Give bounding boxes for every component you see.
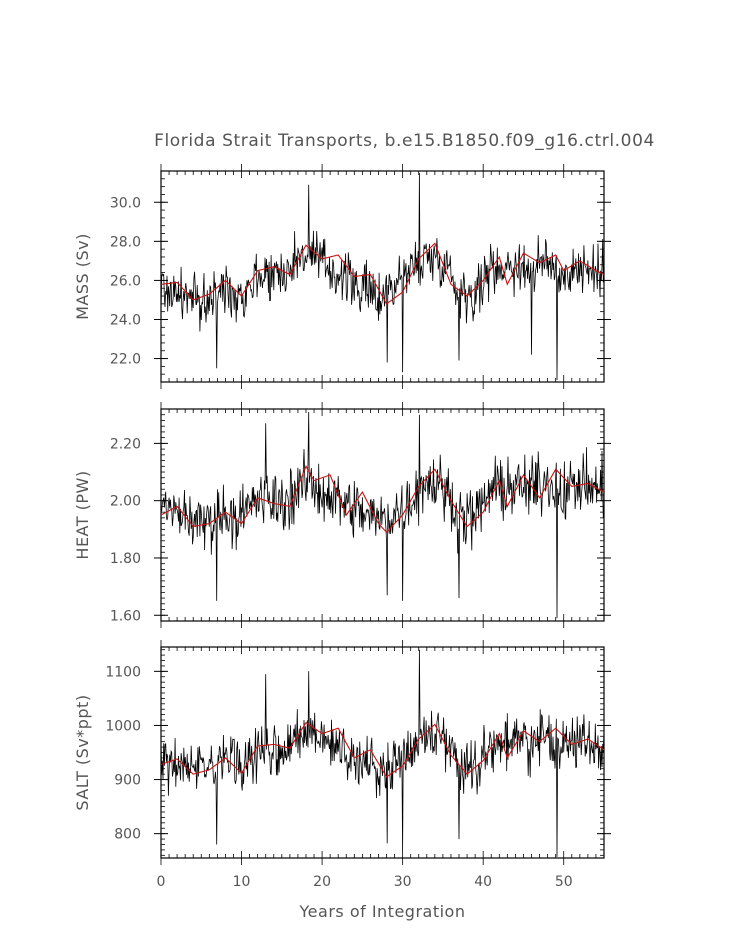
x-tick-label: 30 <box>394 874 412 890</box>
y-tick-label: 30.0 <box>110 195 141 211</box>
series-monthly <box>161 172 604 381</box>
y-tick-label: 800 <box>114 827 141 843</box>
y-tick-label: 1100 <box>105 664 141 680</box>
plot-frame <box>160 170 605 383</box>
plot-frame <box>160 646 605 859</box>
x-axis-label: Years of Integration <box>299 902 466 921</box>
y-tick-label: 1.80 <box>110 551 141 567</box>
panel-2: 800 900 1000 1100 SALT (Sv*ppt) 0 10 20 30 40 50 Ye… <box>73 640 611 921</box>
chart-title: Florida Strait Transports, b.e15.B1850.f… <box>154 131 655 151</box>
y-tick-label: 26.0 <box>110 273 141 289</box>
y-tick-label: 1000 <box>105 718 141 734</box>
y-tick-label: 28.0 <box>110 234 141 250</box>
x-tick-label: 50 <box>555 874 573 890</box>
series-running-mean <box>161 465 604 534</box>
y-axis-label: MASS (Sv) <box>73 233 92 320</box>
x-tick-label: 40 <box>474 874 492 890</box>
panel-1: 1.60 1.80 2.00 2.20 HEAT (PW) <box>73 402 611 628</box>
y-tick-label: 1.60 <box>110 608 141 624</box>
series-running-mean <box>161 721 604 778</box>
y-axis-label: HEAT (PW) <box>73 470 92 559</box>
panel-0: 22.0 24.0 26.0 28.0 30.0 MASS (Sv) <box>73 164 611 389</box>
y-tick-label: 2.20 <box>110 436 141 452</box>
series-monthly <box>161 649 604 857</box>
y-tick-label: 24.0 <box>110 312 141 328</box>
y-tick-label: 2.00 <box>110 494 141 510</box>
x-tick-label: 10 <box>233 874 251 890</box>
x-tick-label: 0 <box>157 874 166 890</box>
x-tick-label: 20 <box>313 874 331 890</box>
y-tick-label: 900 <box>114 773 141 789</box>
y-axis-label: SALT (Sv*ppt) <box>73 694 92 810</box>
series-monthly <box>161 411 604 619</box>
y-tick-label: 22.0 <box>110 352 141 368</box>
series-running-mean <box>161 242 604 305</box>
